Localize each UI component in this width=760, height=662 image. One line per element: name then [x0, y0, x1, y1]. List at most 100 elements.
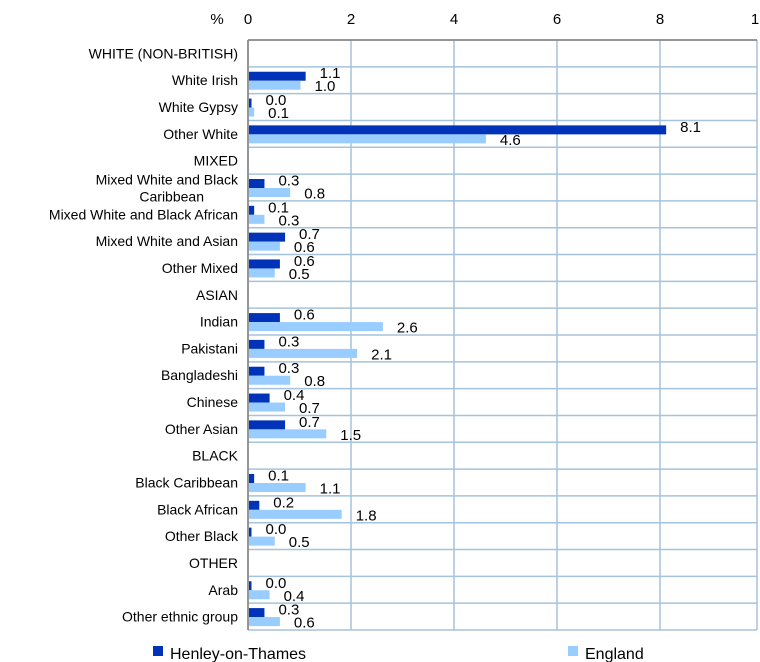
data-label-henley: 0.1: [268, 199, 289, 216]
x-tick-label: 1: [751, 11, 759, 28]
bar-england: [249, 268, 275, 278]
bar-henley: [249, 259, 280, 269]
bars: [249, 71, 667, 627]
x-tick-label: 4: [450, 11, 458, 28]
x-tick-label: 0: [244, 11, 252, 28]
bar-henley: [249, 581, 252, 591]
data-label-england: 0.4: [284, 588, 305, 605]
bar-england: [249, 134, 486, 144]
x-tick-label: 6: [553, 11, 561, 28]
bar-england: [249, 241, 280, 251]
bar-england: [249, 80, 301, 90]
category-label: Other White: [163, 126, 238, 142]
data-label-england: 0.5: [289, 266, 310, 283]
data-label-england: 1.0: [315, 78, 336, 95]
bar-england: [249, 348, 358, 358]
bar-england: [249, 509, 342, 519]
bar-england: [249, 429, 327, 439]
bar-henley: [249, 98, 252, 108]
data-label-henley: 8.1: [680, 119, 701, 136]
data-label-england: 0.1: [268, 105, 289, 122]
data-label-england: 4.6: [500, 132, 521, 149]
category-label: Pakistani: [181, 340, 238, 356]
data-label-england: 0.5: [289, 534, 310, 551]
bar-henley: [249, 393, 270, 403]
category-label: OTHER: [189, 555, 238, 571]
legend-label-england: England: [585, 646, 644, 662]
data-label-england: 1.5: [340, 427, 361, 444]
legend-label-henley: Henley-on-Thames: [170, 646, 306, 662]
bar-henley: [249, 205, 255, 215]
data-label-henley: 0.3: [278, 360, 299, 377]
data-label-england: 2.6: [397, 320, 418, 337]
legend-swatch-england: [568, 646, 578, 656]
data-label-henley: 0.3: [278, 602, 299, 619]
bar-england: [249, 536, 275, 546]
bar-henley: [249, 608, 265, 618]
bar-henley: [249, 420, 286, 430]
category-label: Mixed White and Asian: [96, 233, 238, 249]
data-label-henley: 0.0: [266, 521, 287, 538]
category-label: Other Asian: [165, 421, 238, 437]
bar-england: [249, 188, 291, 197]
bar-henley: [249, 366, 265, 376]
category-label: Indian: [200, 314, 238, 330]
bar-henley: [249, 232, 286, 242]
data-label-henley: 0.6: [294, 307, 315, 324]
category-labels: WHITE (NON-BRITISH) White Irish White Gyps…: [49, 45, 239, 624]
bar-england: [249, 483, 306, 492]
x-tick-label: 8: [656, 11, 664, 28]
data-label-england: 0.8: [304, 186, 325, 203]
data-label-henley: 0.3: [278, 333, 299, 350]
data-label-england: 0.8: [304, 373, 325, 390]
data-label-henley: 0.7: [299, 414, 320, 431]
x-tick-label: 2: [347, 11, 355, 28]
unit-label: %: [210, 11, 223, 28]
bar-henley: [249, 71, 306, 81]
category-label: White Gypsy: [159, 99, 238, 115]
data-label-england: 2.1: [371, 346, 392, 363]
data-labels: 1.10.08.10.30.10.70.60.60.30.30.40.70.10…: [266, 65, 702, 631]
data-label-england: 1.8: [356, 507, 377, 524]
data-label-henley: 0.7: [299, 226, 320, 243]
category-label: Bangladeshi: [161, 367, 238, 383]
data-label-henley: 1.1: [320, 65, 341, 82]
data-label-henley: 0.3: [278, 173, 299, 190]
category-label: Mixed White and Black African: [49, 206, 238, 222]
category-label: Black African: [157, 501, 238, 517]
gridlines: [247, 39, 758, 631]
data-label-england: 1.1: [320, 481, 341, 498]
data-label-henley: 0.1: [268, 468, 289, 485]
data-label-henley: 0.6: [294, 253, 315, 270]
category-label: Other Black: [165, 528, 239, 544]
data-label-henley: 0.0: [266, 575, 287, 592]
legend-swatch-henley: [153, 646, 163, 656]
bar-england: [249, 214, 265, 224]
category-label: Other ethnic group: [122, 609, 238, 625]
category-label: Chinese: [187, 394, 239, 410]
legend: Henley-on-Thames England: [153, 646, 644, 662]
category-label: BLACK: [192, 448, 239, 464]
bar-henley: [249, 339, 265, 349]
data-label-england: 0.7: [299, 400, 320, 417]
data-label-henley: 0.0: [266, 92, 287, 109]
category-label: Other Mixed: [162, 260, 238, 276]
bar-henley: [249, 474, 255, 483]
category-label: Arab: [208, 582, 238, 598]
data-label-england: 0.3: [278, 212, 299, 229]
data-label-henley: 0.4: [284, 387, 305, 404]
category-label: Mixed White and Black Caribbean: [96, 172, 239, 205]
data-label-england: 0.6: [294, 239, 315, 256]
category-label: White Irish: [172, 72, 238, 88]
category-label: Black Caribbean: [135, 475, 238, 491]
bar-henley: [249, 313, 280, 323]
data-label-henley: 0.2: [273, 494, 294, 511]
x-axis-ticks: 0 2 4 6 8 1: [244, 11, 759, 28]
category-label: ASIAN: [196, 287, 238, 303]
category-label: MIXED: [194, 153, 238, 169]
bar-england: [249, 107, 255, 117]
bar-henley: [249, 527, 252, 537]
bar-henley: [249, 500, 260, 510]
bar-england: [249, 590, 270, 600]
